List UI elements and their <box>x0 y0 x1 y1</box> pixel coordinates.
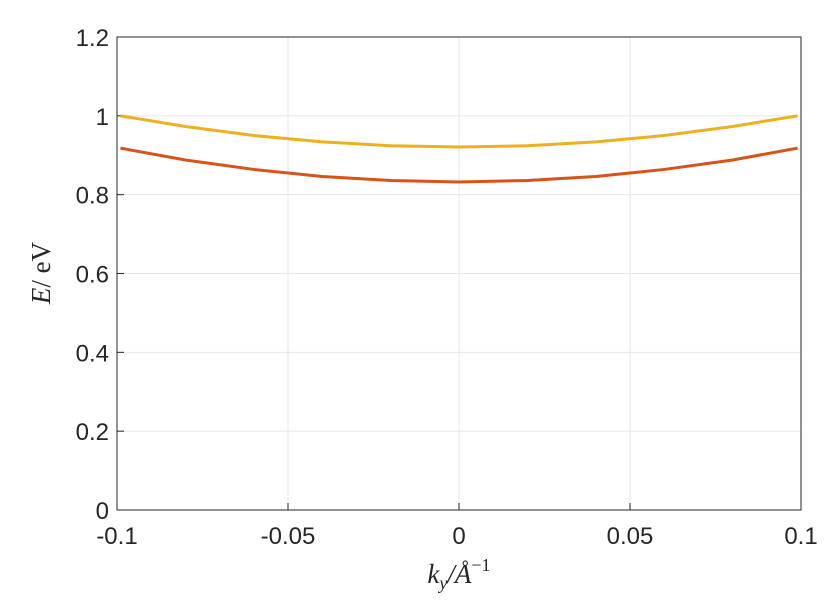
x-label-part: /Å <box>445 559 472 589</box>
data-line <box>120 114 798 149</box>
y-label-part: / eV <box>26 241 56 287</box>
axes-box <box>116 36 802 511</box>
y-tick-label: 0.2 <box>76 419 109 446</box>
x-label-part: k <box>427 559 440 589</box>
y-label-part: E <box>26 287 56 305</box>
x-tick-label: 0 <box>452 523 465 550</box>
x-tick-label: 0.1 <box>784 523 817 550</box>
x-tick-label: -0.1 <box>96 523 137 550</box>
data-line <box>120 146 798 184</box>
x-tick-label: 0.05 <box>607 523 654 550</box>
y-axis-label: E/ eV <box>26 241 56 305</box>
x-tick-label: -0.05 <box>261 523 316 550</box>
x-axis-label: ky/Å−1 <box>427 555 490 593</box>
x-label-part: y <box>437 573 447 593</box>
y-tick-label: 1 <box>96 104 109 131</box>
y-tick-label: 0.4 <box>76 340 109 367</box>
y-tick-label: 0.6 <box>76 262 109 289</box>
y-tick-label: 1.2 <box>76 25 109 52</box>
y-tick-label: 0 <box>96 498 109 525</box>
x-label-part: −1 <box>471 555 490 575</box>
y-tick-label: 0.8 <box>76 183 109 210</box>
